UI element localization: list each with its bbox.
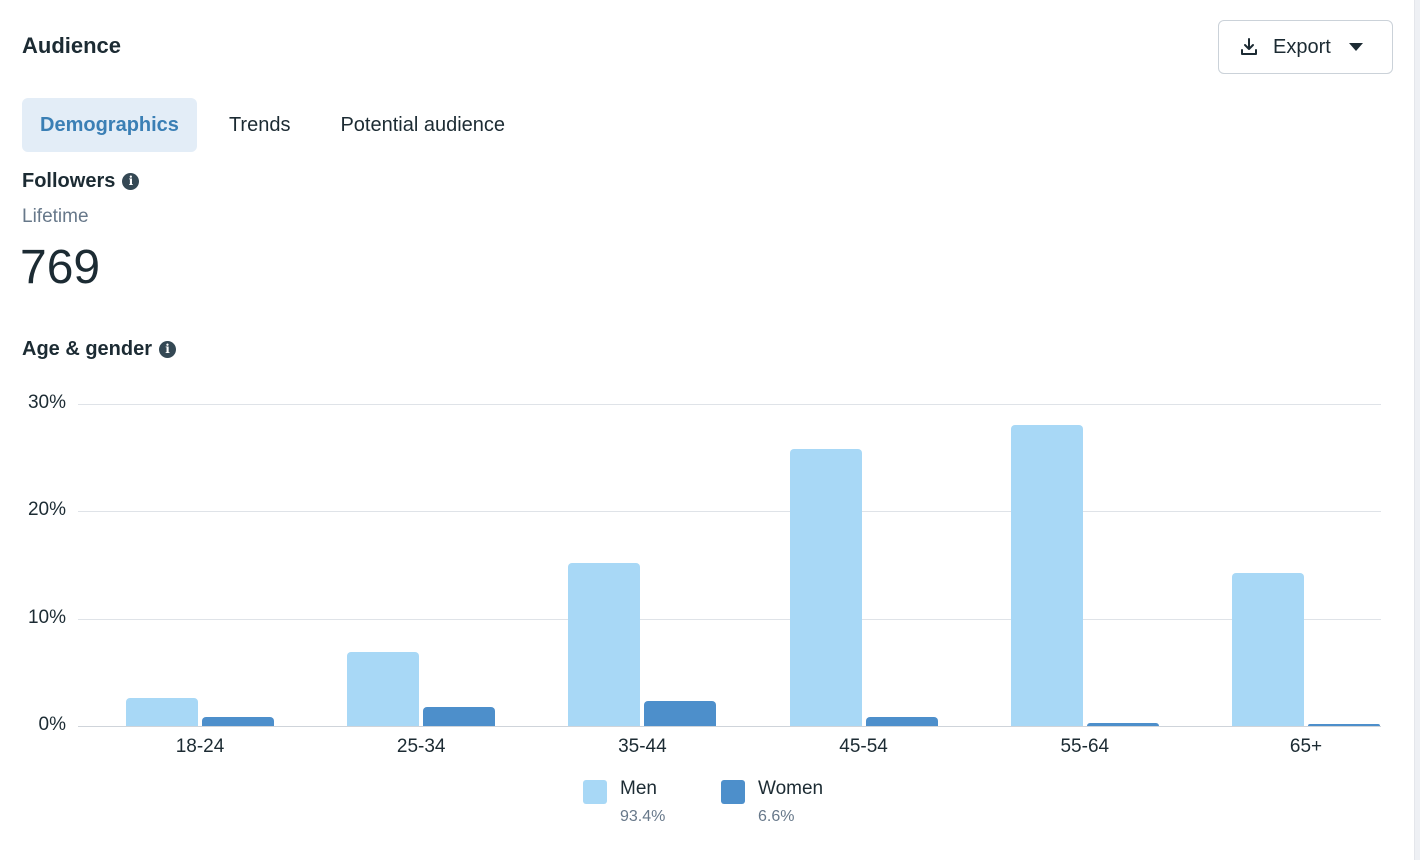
age-gender-label: Age & gender [22, 338, 153, 360]
tab-trends[interactable]: Trends [228, 113, 291, 136]
bar-men-55-64[interactable] [1010, 425, 1083, 726]
bar-men-25-34[interactable] [347, 651, 420, 726]
legend-percentage: 93.4% [620, 808, 666, 825]
bar-women-45-54[interactable] [865, 717, 938, 726]
followers-period: Lifetime [22, 206, 89, 227]
y-tick-label: 30% [27, 392, 66, 413]
gridline [78, 511, 1381, 513]
tab-potential-audience[interactable]: Potential audience [340, 113, 506, 136]
bar-women-55-64[interactable] [1086, 722, 1159, 726]
y-tick-label: 20% [27, 499, 66, 521]
x-tick-label: 45-54 [839, 736, 888, 757]
info-icon[interactable]: i [159, 341, 177, 358]
bar-men-18-24[interactable] [126, 698, 198, 726]
download-icon [1241, 38, 1257, 55]
legend-percentage: 6.6% [758, 808, 795, 825]
gridline [78, 726, 1381, 727]
followers-count: 769 [20, 241, 101, 294]
scrollbar[interactable] [1414, 0, 1420, 860]
legend-swatch [583, 780, 607, 804]
bar-men-35-44[interactable] [568, 562, 641, 726]
bar-women-25-34[interactable] [423, 706, 496, 726]
gridline [78, 618, 1381, 620]
legend-label: Men [620, 778, 657, 799]
x-tick-label: 18-24 [175, 736, 225, 757]
bar-men-65+[interactable] [1232, 572, 1304, 726]
bar-women-65+[interactable] [1308, 723, 1380, 726]
tab-demographics[interactable]: Demographics [22, 98, 197, 152]
followers-label: Followers [22, 170, 116, 192]
followers-heading: Followers i [22, 170, 140, 193]
y-tick-label: 10% [27, 606, 66, 628]
export-button[interactable]: Export [1218, 20, 1393, 74]
bar-women-18-24[interactable] [202, 717, 274, 726]
info-icon[interactable]: i [122, 173, 140, 190]
y-tick-label: 0% [38, 714, 66, 735]
export-label: Export [1273, 35, 1331, 58]
bar-women-35-44[interactable] [644, 701, 717, 726]
caret-down-icon [1348, 43, 1363, 51]
bar-men-45-54[interactable] [789, 449, 862, 726]
page-title: Audience [22, 33, 122, 58]
x-tick-label: 65+ [1289, 736, 1323, 757]
tab-bar: Demographics Trends Potential audience [22, 98, 537, 152]
legend-label: Women [758, 778, 824, 799]
legend-swatch [721, 780, 745, 804]
x-tick-label: 35-44 [618, 736, 667, 757]
x-tick-label: 55-64 [1060, 736, 1110, 757]
gridline [78, 404, 1381, 405]
age-gender-heading: Age & gender i [22, 338, 177, 361]
x-tick-label: 25-34 [396, 736, 446, 757]
age-gender-chart: 0% 10% 20% 30% 18-24 25-34 35-44 45-54 55-64 65+ [0, 380, 1400, 780]
